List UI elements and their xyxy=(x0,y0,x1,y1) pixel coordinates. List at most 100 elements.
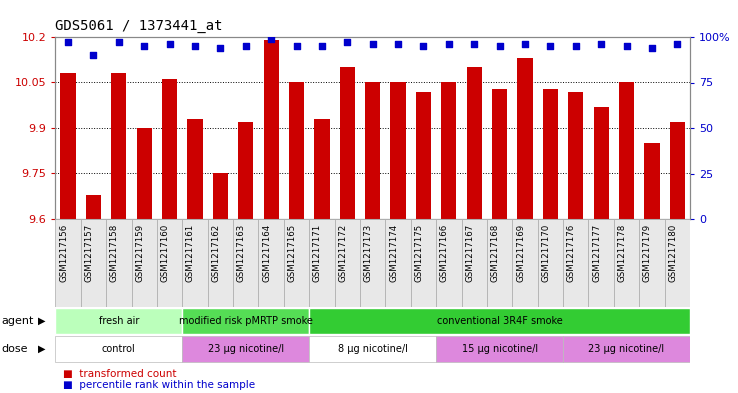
Bar xyxy=(207,219,233,307)
Text: GSM1217180: GSM1217180 xyxy=(669,223,677,282)
Bar xyxy=(339,67,355,219)
Text: GSM1217158: GSM1217158 xyxy=(110,223,119,282)
Text: ■  percentile rank within the sample: ■ percentile rank within the sample xyxy=(63,380,255,391)
Point xyxy=(545,43,556,49)
Text: ■  transformed count: ■ transformed count xyxy=(63,369,176,378)
Bar xyxy=(436,219,461,307)
Point xyxy=(62,39,74,46)
Bar xyxy=(258,219,284,307)
Point xyxy=(164,41,176,48)
Bar xyxy=(86,195,101,219)
Text: GSM1217167: GSM1217167 xyxy=(465,223,475,282)
Bar xyxy=(563,336,690,362)
Text: GSM1217162: GSM1217162 xyxy=(211,223,221,282)
Bar xyxy=(441,83,457,219)
Point xyxy=(621,43,632,49)
Text: GSM1217166: GSM1217166 xyxy=(440,223,449,282)
Bar xyxy=(563,219,588,307)
Bar xyxy=(182,308,309,334)
Text: 23 µg nicotine/l: 23 µg nicotine/l xyxy=(207,344,284,354)
Bar xyxy=(131,219,157,307)
Text: GSM1217160: GSM1217160 xyxy=(161,223,170,282)
Text: agent: agent xyxy=(1,316,34,326)
Bar xyxy=(55,219,80,307)
Bar xyxy=(233,219,258,307)
Text: fresh air: fresh air xyxy=(99,316,139,326)
Bar xyxy=(289,83,304,219)
Bar xyxy=(263,40,279,219)
Bar xyxy=(487,219,512,307)
Bar xyxy=(334,219,360,307)
Bar xyxy=(390,83,406,219)
Point xyxy=(113,39,125,46)
Point xyxy=(646,45,658,51)
Bar xyxy=(568,92,584,219)
Point xyxy=(265,36,277,42)
Bar xyxy=(411,219,436,307)
Bar xyxy=(106,219,131,307)
Text: 8 µg nicotine/l: 8 µg nicotine/l xyxy=(338,344,407,354)
Bar xyxy=(492,88,507,219)
Bar xyxy=(619,83,634,219)
Text: GSM1217170: GSM1217170 xyxy=(542,223,551,282)
Bar xyxy=(436,336,563,362)
Bar xyxy=(542,88,558,219)
Text: 23 µg nicotine/l: 23 µg nicotine/l xyxy=(588,344,665,354)
Text: GSM1217176: GSM1217176 xyxy=(567,223,576,282)
Bar xyxy=(512,219,538,307)
Text: GSM1217179: GSM1217179 xyxy=(643,223,652,281)
Bar xyxy=(385,219,411,307)
Bar xyxy=(517,58,533,219)
Point xyxy=(494,43,506,49)
Text: GSM1217163: GSM1217163 xyxy=(237,223,246,282)
Bar xyxy=(309,336,436,362)
Bar xyxy=(415,92,431,219)
Bar xyxy=(55,336,182,362)
Bar xyxy=(309,219,334,307)
Text: conventional 3R4F smoke: conventional 3R4F smoke xyxy=(437,316,562,326)
Text: GSM1217164: GSM1217164 xyxy=(262,223,271,282)
Point xyxy=(215,45,227,51)
Text: ▶: ▶ xyxy=(38,344,46,354)
Point xyxy=(291,43,303,49)
Text: GSM1217161: GSM1217161 xyxy=(186,223,195,282)
Text: GSM1217159: GSM1217159 xyxy=(135,223,144,281)
Point xyxy=(138,43,150,49)
Bar xyxy=(309,308,690,334)
Text: GSM1217173: GSM1217173 xyxy=(364,223,373,282)
Bar xyxy=(614,219,639,307)
Bar xyxy=(157,219,182,307)
Point xyxy=(672,41,683,48)
Text: modified risk pMRTP smoke: modified risk pMRTP smoke xyxy=(179,316,313,326)
Bar xyxy=(314,119,330,219)
Point xyxy=(443,41,455,48)
Point xyxy=(392,41,404,48)
Bar xyxy=(55,308,182,334)
Point xyxy=(189,43,201,49)
Bar xyxy=(238,122,253,219)
Bar xyxy=(111,73,126,219)
Bar xyxy=(360,219,385,307)
Text: GDS5061 / 1373441_at: GDS5061 / 1373441_at xyxy=(55,19,223,33)
Point xyxy=(316,43,328,49)
Bar xyxy=(80,219,106,307)
Bar xyxy=(588,219,614,307)
Point xyxy=(570,43,582,49)
Bar xyxy=(669,122,685,219)
Text: GSM1217171: GSM1217171 xyxy=(313,223,322,282)
Bar xyxy=(182,336,309,362)
Point xyxy=(418,43,430,49)
Text: GSM1217178: GSM1217178 xyxy=(618,223,627,282)
Point xyxy=(519,41,531,48)
Bar xyxy=(365,83,380,219)
Bar xyxy=(466,67,482,219)
Text: 15 µg nicotine/l: 15 µg nicotine/l xyxy=(461,344,538,354)
Bar xyxy=(182,219,207,307)
Point xyxy=(240,43,252,49)
Text: GSM1217168: GSM1217168 xyxy=(491,223,500,282)
Text: dose: dose xyxy=(1,344,28,354)
Bar xyxy=(137,128,152,219)
Text: GSM1217169: GSM1217169 xyxy=(516,223,525,281)
Text: GSM1217172: GSM1217172 xyxy=(338,223,348,282)
Point xyxy=(469,41,480,48)
